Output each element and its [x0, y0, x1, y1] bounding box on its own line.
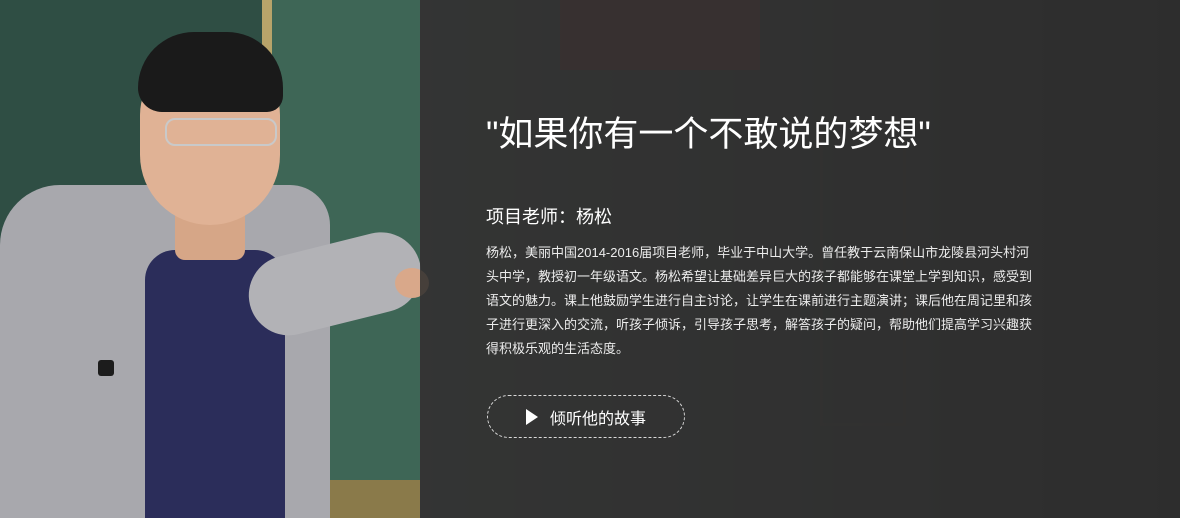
story-title: "如果你有一个不敢说的梦想"	[486, 115, 931, 154]
jacket-logo	[98, 360, 114, 376]
play-icon	[525, 408, 538, 425]
text-overlay	[420, 0, 1180, 518]
teacher-name: 项目老师：杨松	[486, 207, 612, 227]
teacher-glasses	[165, 118, 277, 146]
listen-story-button[interactable]: 倾听他的故事	[487, 395, 685, 438]
story-description: 杨松，美丽中国2014-2016届项目老师，毕业于中山大学。曾任教于云南保山市龙…	[486, 245, 1033, 356]
listen-story-label: 倾听他的故事	[549, 410, 646, 428]
teacher-hair	[138, 32, 283, 112]
